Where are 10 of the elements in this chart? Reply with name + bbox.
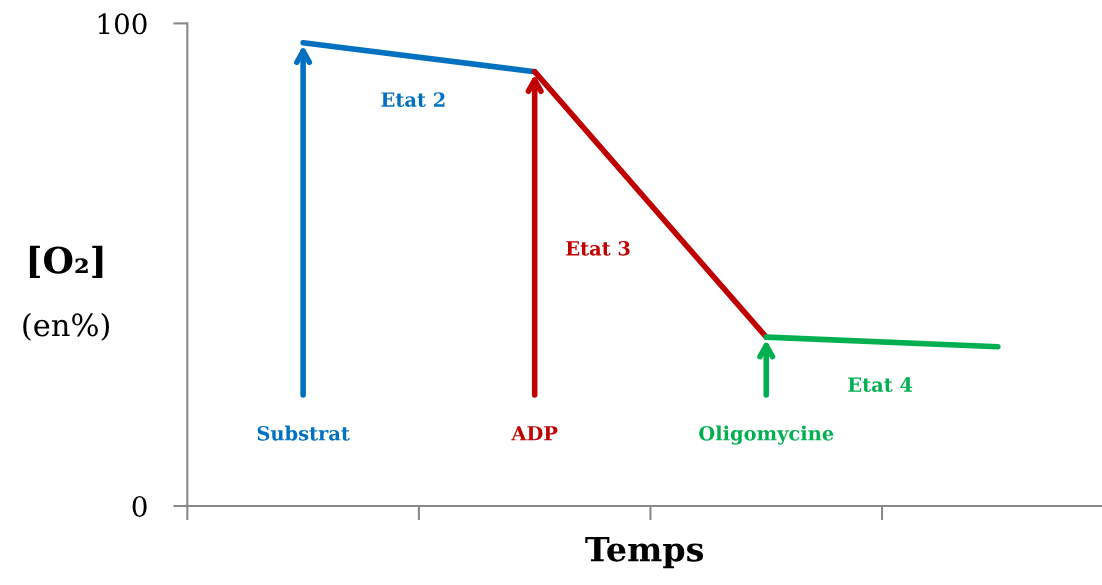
text: Etat 3	[566, 240, 630, 256]
series-label: Etat 2	[381, 92, 445, 107]
y-axis-title: [O₂] (en%)	[23, 245, 110, 341]
y-tick-label: 0	[132, 495, 147, 517]
annotation: Substrat	[257, 425, 350, 441]
y-tick-label: 100	[98, 13, 147, 35]
x-axis-title: Temps	[585, 536, 704, 569]
annotation: ADP	[511, 426, 558, 441]
series-label: Etat 4	[848, 377, 913, 392]
annotation: Oligomycine	[699, 425, 834, 445]
